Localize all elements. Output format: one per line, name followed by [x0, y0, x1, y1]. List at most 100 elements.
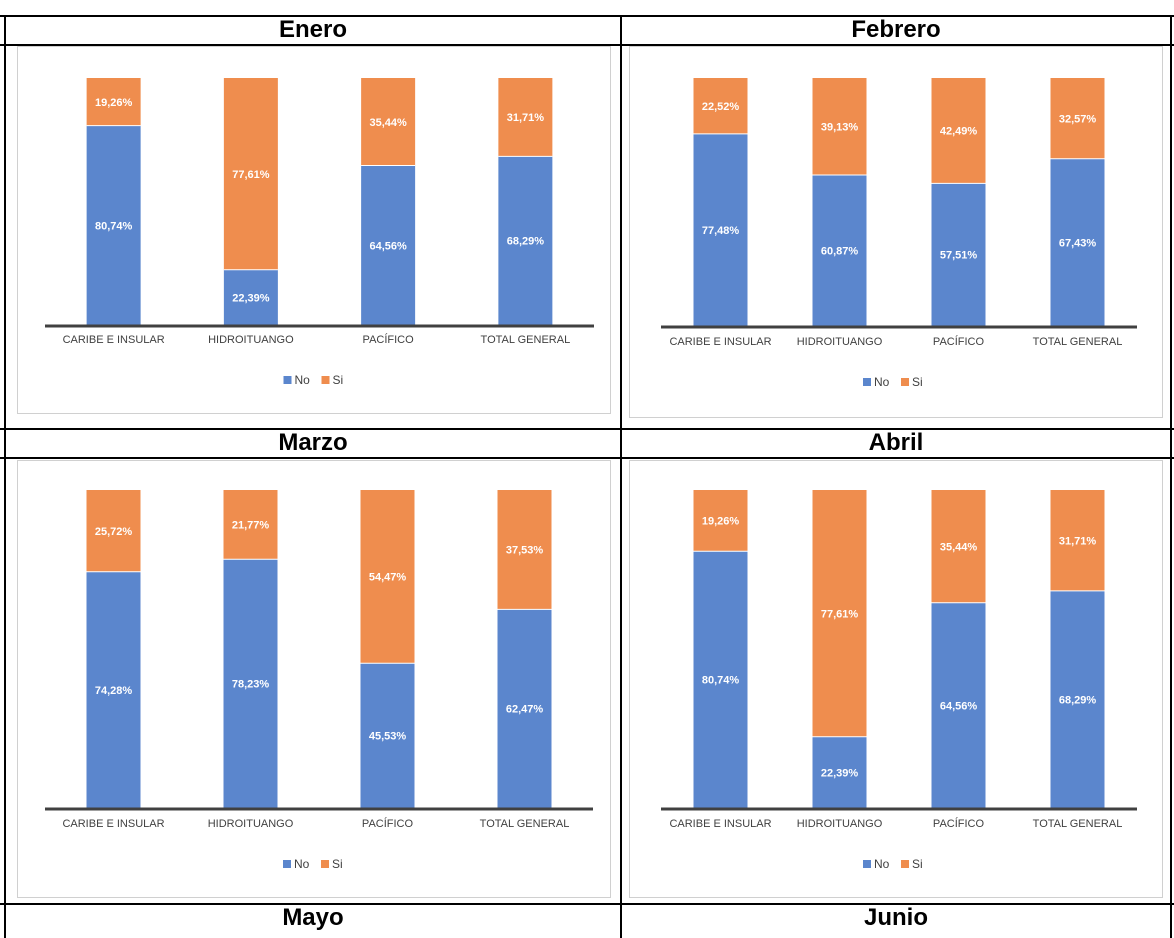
category-label: PACÍFICO — [933, 817, 985, 830]
bar-segment-si — [223, 490, 278, 560]
data-label: 25,72% — [95, 526, 133, 538]
category-label: HIDROITUANGO — [208, 334, 294, 346]
grid-line — [0, 428, 1174, 430]
data-label: 62,47% — [506, 704, 544, 716]
grid-line — [0, 44, 1174, 46]
data-label: 80,74% — [702, 675, 740, 687]
month-title: Junio — [864, 904, 928, 931]
bar-segment-no — [86, 571, 141, 808]
legend-swatch-si — [321, 860, 329, 868]
category-label: PACÍFICO — [362, 817, 414, 830]
legend-swatch-no — [283, 860, 291, 868]
grid-line — [0, 903, 1174, 905]
bar-segment-no — [693, 551, 748, 808]
bar-segment-no — [223, 559, 278, 808]
stacked-bar-chart: 80,74% 19,26% CARIBE E INSULAR 22,39% 77,61%… — [45, 78, 594, 387]
data-label: 19,26% — [702, 516, 740, 528]
bar-segment-si — [360, 490, 415, 664]
category-label: CARIBE E INSULAR — [669, 818, 771, 830]
data-label: 54,47% — [369, 572, 407, 584]
data-label: 45,53% — [369, 731, 407, 743]
data-label: 35,44% — [940, 541, 978, 553]
category-label: CARIBE E INSULAR — [669, 336, 771, 348]
bar-segment-si — [931, 490, 986, 603]
bar-segment-no — [86, 125, 141, 325]
category-label: HIDROITUANGO — [208, 818, 294, 830]
legend-swatch-no — [863, 860, 871, 868]
data-label: 31,71% — [1059, 535, 1097, 547]
legend-label-no: No — [295, 373, 311, 387]
grid-line — [620, 16, 622, 938]
data-label: 22,39% — [232, 292, 270, 304]
data-label: 64,56% — [369, 240, 407, 252]
bar-segment-no — [498, 156, 553, 325]
data-label: 22,52% — [702, 101, 740, 113]
category-label: TOTAL GENERAL — [1033, 336, 1123, 348]
bar-segment-si — [812, 490, 867, 737]
bar-segment-si — [693, 78, 748, 134]
bar-segment-no — [360, 663, 415, 808]
grid-line — [4, 16, 6, 938]
legend-label-no: No — [874, 857, 890, 871]
data-label: 19,26% — [95, 97, 133, 109]
bar-segment-si — [931, 78, 986, 184]
legend-label-no: No — [294, 857, 310, 871]
bar-segment-si — [86, 490, 141, 572]
data-label: 78,23% — [232, 679, 270, 691]
legend-label-si: Si — [912, 375, 923, 389]
legend-label-si: Si — [333, 373, 344, 387]
month-title: Mayo — [282, 904, 344, 931]
bar-segment-si — [1050, 490, 1105, 591]
bar-segment-no — [361, 165, 416, 325]
bar-segment-no — [812, 736, 867, 808]
data-label: 22,39% — [821, 767, 859, 779]
bar-segment-si — [812, 78, 867, 176]
bar-segment-si — [497, 490, 552, 610]
legend-swatch-si — [321, 376, 330, 384]
month-title: Febrero — [851, 16, 941, 43]
data-label: 77,61% — [232, 169, 270, 181]
category-label: TOTAL GENERAL — [481, 334, 571, 346]
category-label: HIDROITUANGO — [797, 818, 883, 830]
data-label: 37,53% — [506, 545, 544, 557]
data-label: 31,71% — [507, 112, 545, 124]
month-title: Abril — [868, 429, 924, 456]
bar-segment-no — [931, 183, 986, 326]
stacked-bar-chart: 80,74% 19,26% CARIBE E INSULAR 22,39% 77,61%… — [661, 490, 1137, 871]
month-title: Marzo — [278, 429, 348, 456]
data-label: 74,28% — [95, 685, 133, 697]
data-label: 80,74% — [95, 220, 133, 232]
bar-segment-no — [497, 609, 552, 808]
bar-segment-no — [812, 175, 867, 326]
legend-label-no: No — [874, 375, 890, 389]
data-label: 68,29% — [1059, 694, 1097, 706]
data-label: 32,57% — [1059, 113, 1097, 125]
bar-segment-no — [1050, 158, 1105, 326]
legend-swatch-no — [863, 378, 871, 386]
category-label: CARIBE E INSULAR — [62, 818, 164, 830]
bar-segment-no — [931, 602, 986, 808]
bar-segment-no — [693, 133, 748, 326]
bar-segment-si — [693, 490, 748, 552]
chart-panel: 80,74% 19,26% CARIBE E INSULAR 22,39% 77,61%… — [17, 46, 611, 414]
legend-swatch-si — [901, 378, 909, 386]
category-label: PACÍFICO — [363, 333, 415, 346]
data-label: 64,56% — [940, 700, 978, 712]
bar-segment-no — [1050, 590, 1105, 808]
category-label: CARIBE E INSULAR — [63, 334, 165, 346]
bar-segment-no — [223, 269, 278, 325]
grid-line — [1170, 16, 1172, 938]
data-label: 57,51% — [940, 250, 978, 262]
stacked-bar-chart: 77,48% 22,52% CARIBE E INSULAR 60,87% 39,13%… — [661, 78, 1137, 389]
data-label: 21,77% — [232, 520, 270, 532]
bar-segment-si — [361, 78, 416, 166]
legend-swatch-si — [901, 860, 909, 868]
chart-panel: 74,28% 25,72% CARIBE E INSULAR 78,23% 21,77%… — [17, 460, 611, 898]
category-label: PACÍFICO — [933, 335, 985, 348]
bar-segment-si — [86, 78, 141, 126]
bar-segment-si — [498, 78, 553, 157]
grid-line — [0, 15, 1174, 17]
legend-swatch-no — [283, 376, 292, 384]
chart-panel: 77,48% 22,52% CARIBE E INSULAR 60,87% 39,13%… — [629, 46, 1163, 418]
